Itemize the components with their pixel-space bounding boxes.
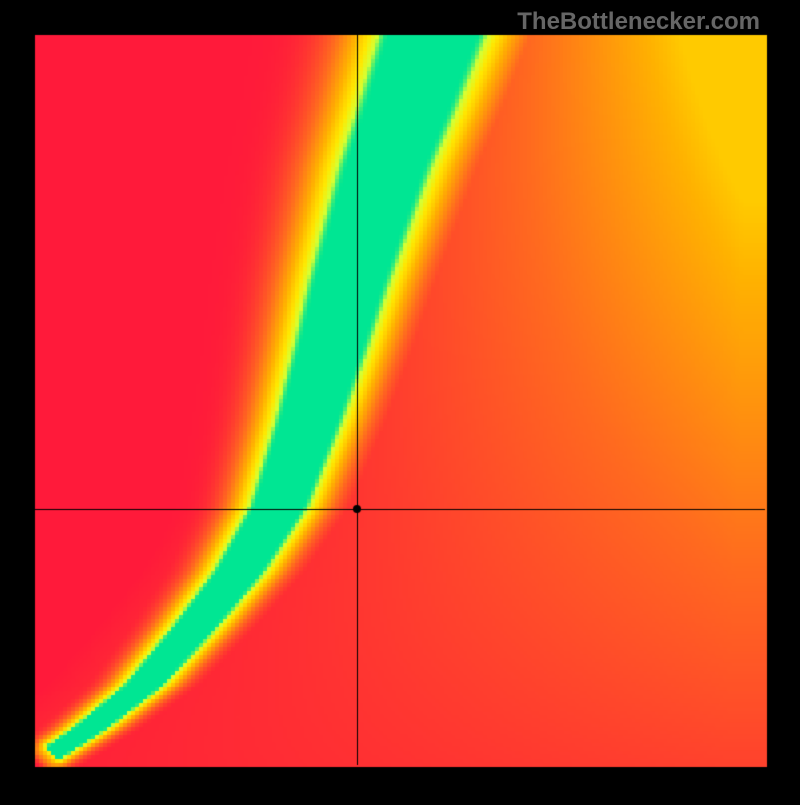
bottleneck-heatmap xyxy=(0,0,800,800)
chart-container: TheBottlenecker.com xyxy=(0,0,800,800)
watermark-text: TheBottlenecker.com xyxy=(517,8,760,36)
